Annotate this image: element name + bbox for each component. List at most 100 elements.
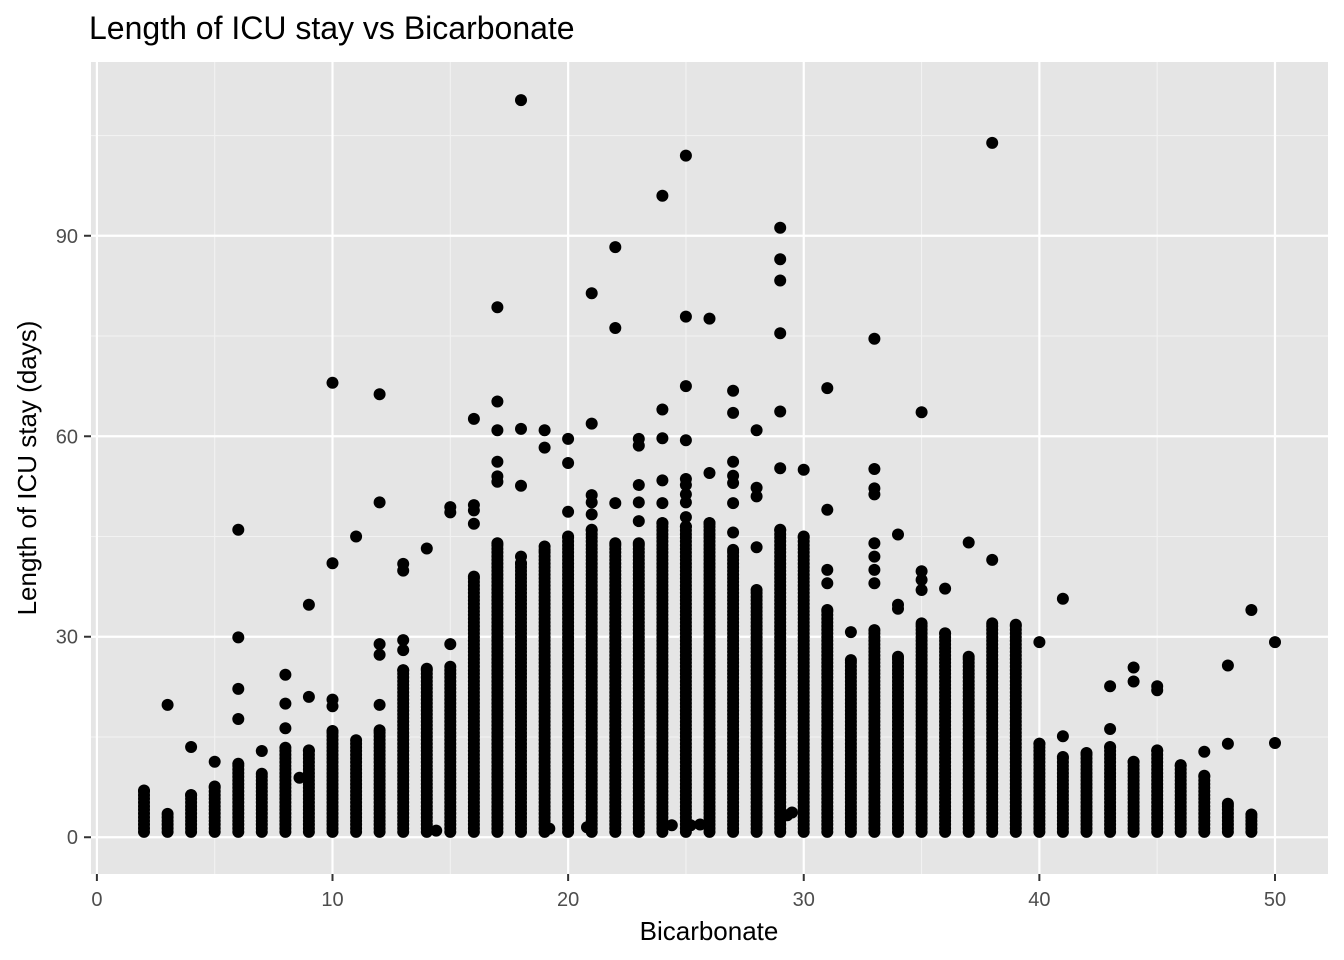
data-point-outlier — [538, 540, 551, 553]
data-point-outlier — [491, 301, 504, 314]
data-point-outlier — [868, 577, 881, 590]
data-point-outlier — [632, 479, 645, 491]
data-point-outlier — [727, 497, 740, 510]
data-point — [1198, 769, 1211, 782]
data-point — [868, 624, 881, 637]
data-points — [138, 94, 1281, 838]
data-point-outlier — [1198, 745, 1211, 758]
data-point-outlier — [373, 648, 386, 661]
data-point-outlier — [515, 422, 527, 435]
data-point-outlier — [515, 550, 527, 563]
data-point — [467, 570, 480, 583]
data-point-outlier — [1033, 636, 1046, 649]
data-point — [543, 822, 556, 835]
data-point — [684, 819, 697, 832]
x-axis-ticks: 0 10 20 30 40 50 — [91, 874, 1286, 911]
data-point-outlier — [373, 638, 386, 651]
data-point-outlier — [279, 722, 292, 735]
data-point — [293, 771, 306, 784]
data-point-outlier — [915, 565, 928, 578]
data-point — [373, 724, 386, 737]
data-point-outlier — [1127, 661, 1140, 674]
data-point-outlier — [208, 755, 221, 768]
data-point-outlier — [467, 412, 480, 425]
data-point-outlier — [774, 462, 787, 475]
data-point-outlier — [373, 496, 386, 509]
data-point-outlier — [609, 241, 622, 254]
data-point-outlier — [679, 488, 692, 501]
data-point — [161, 807, 174, 820]
data-point-outlier — [538, 441, 551, 454]
data-point-outlier — [326, 557, 339, 570]
data-point-outlier — [1104, 680, 1117, 693]
data-point-outlier — [703, 312, 716, 325]
data-point — [915, 617, 928, 630]
data-point — [1174, 759, 1187, 772]
x-tick-label: 0 — [91, 889, 102, 911]
y-tick-label: 0 — [67, 827, 78, 849]
data-point-outlier — [1056, 592, 1069, 605]
data-point-outlier — [892, 598, 904, 611]
data-point-outlier — [397, 634, 410, 647]
data-point-outlier — [609, 497, 622, 510]
data-point-outlier — [562, 432, 575, 445]
x-tick-label: 10 — [321, 889, 343, 911]
data-point — [185, 789, 198, 802]
data-point-outlier — [1056, 730, 1069, 743]
data-point-outlier — [585, 489, 598, 502]
data-point — [1221, 797, 1234, 810]
data-point — [444, 660, 457, 673]
data-point-outlier — [609, 322, 622, 334]
y-tick-label: 30 — [56, 627, 78, 649]
data-point — [397, 664, 410, 677]
data-point — [1104, 741, 1117, 753]
data-point — [786, 806, 798, 819]
data-point — [430, 824, 443, 837]
data-point-outlier — [632, 432, 645, 445]
data-point-outlier — [632, 515, 645, 528]
data-point-outlier — [844, 626, 857, 639]
x-tick-label: 40 — [1028, 889, 1050, 911]
y-axis-title: Length of ICU stay (days) — [12, 321, 42, 616]
data-point — [986, 617, 999, 630]
data-point-outlier — [750, 541, 763, 554]
data-point — [1009, 618, 1022, 631]
data-point-outlier — [1269, 636, 1281, 649]
x-tick-label: 30 — [793, 889, 815, 911]
data-point — [609, 537, 622, 550]
data-point-outlier — [279, 697, 292, 710]
data-point-outlier — [774, 253, 787, 266]
y-tick-label: 60 — [56, 426, 78, 448]
x-tick-label: 20 — [557, 889, 579, 911]
data-point-outlier — [467, 499, 480, 512]
data-point — [581, 821, 593, 834]
data-point-outlier — [1245, 604, 1258, 616]
data-point-outlier — [279, 668, 292, 681]
data-point — [694, 818, 707, 831]
data-point-outlier — [185, 741, 198, 753]
data-point-outlier — [656, 403, 669, 416]
data-point-outlier — [774, 327, 787, 340]
data-point-outlier — [562, 505, 575, 518]
data-point-outlier — [679, 149, 692, 162]
data-point — [703, 517, 716, 530]
data-point — [962, 650, 975, 663]
data-point-outlier — [679, 380, 692, 393]
data-point — [750, 584, 763, 596]
data-point-outlier — [797, 463, 810, 476]
data-point-outlier — [1269, 737, 1281, 749]
data-point — [632, 537, 645, 550]
data-point — [821, 604, 834, 616]
data-point-outlier — [373, 698, 386, 711]
data-point-outlier — [727, 469, 740, 482]
data-point-outlier — [774, 274, 787, 287]
data-point-outlier — [632, 496, 645, 509]
data-point-outlier — [868, 482, 881, 495]
data-point-outlier — [679, 434, 692, 447]
y-tick-label: 90 — [56, 226, 78, 248]
data-point-outlier — [326, 376, 339, 389]
data-point-outlier — [350, 530, 363, 543]
data-point — [1245, 808, 1258, 821]
data-point-outlier — [727, 455, 740, 468]
